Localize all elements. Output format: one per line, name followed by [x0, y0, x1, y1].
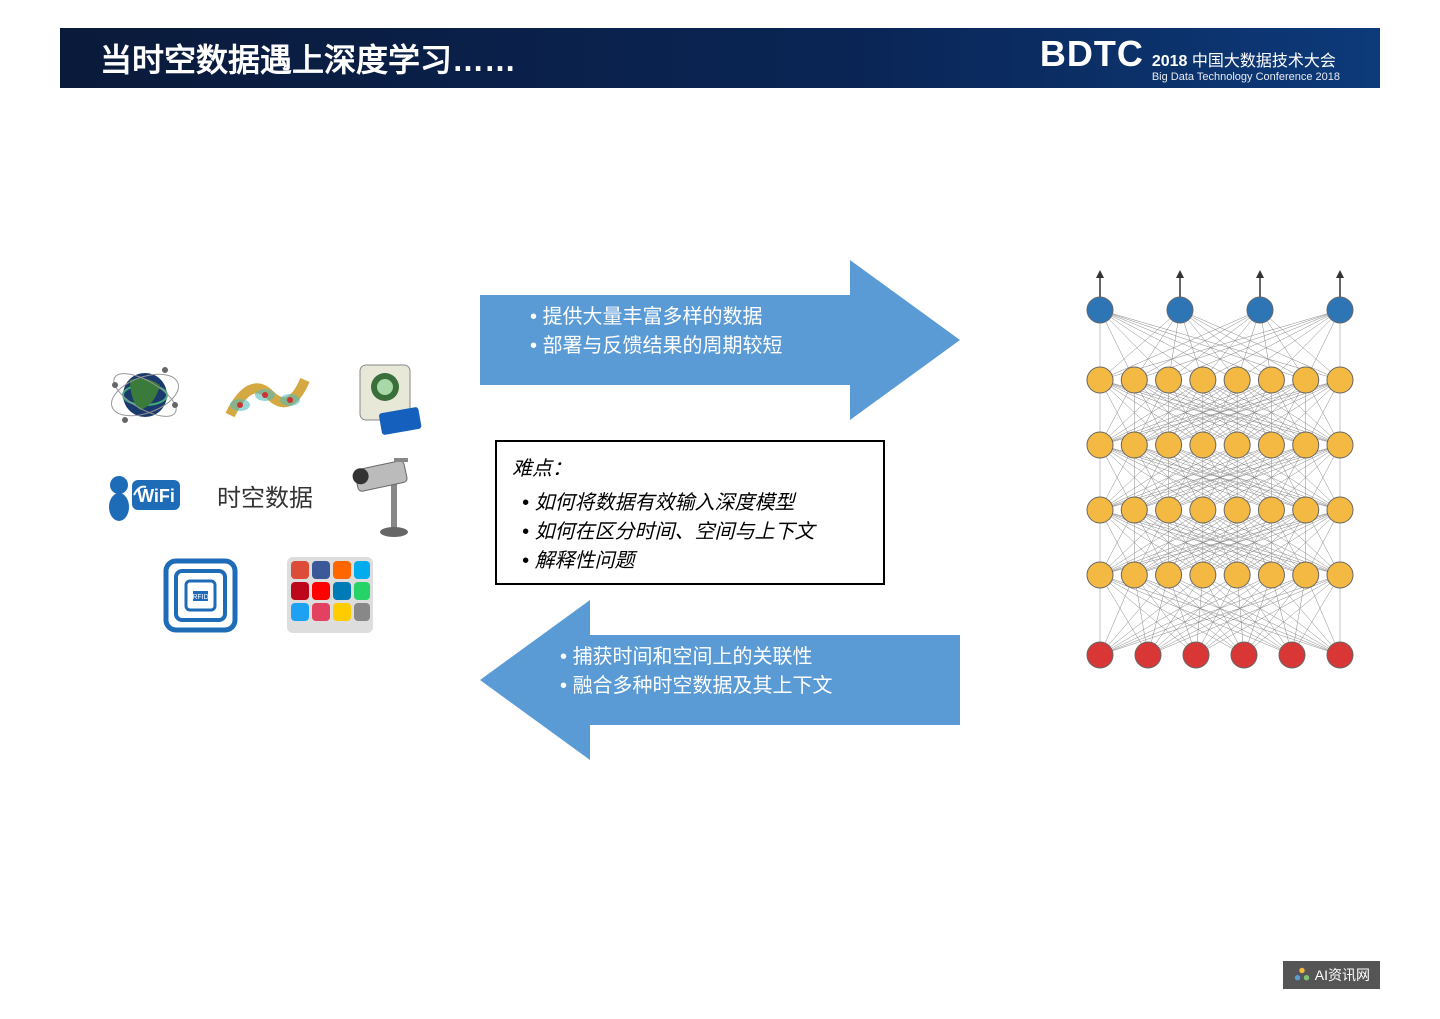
data-sources-grid: WiFi 时空数据 RFID	[85, 350, 445, 650]
wifi-person-icon: WiFi	[99, 450, 189, 540]
bullet: 融合多种时空数据及其上下文	[560, 669, 833, 698]
bullet: 提供大量丰富多样的数据	[530, 300, 783, 329]
center-label: 时空数据	[217, 478, 313, 513]
svg-text:RFID: RFID	[192, 594, 208, 601]
bullet: 捕获时间和空间上的关联性	[560, 640, 833, 669]
card-reader-icon	[340, 350, 430, 440]
slide-title: 当时空数据遇上深度学习……	[100, 35, 1040, 81]
network-nodes-icon	[220, 350, 310, 440]
arrow-left-text: 捕获时间和空间上的关联性 融合多种时空数据及其上下文	[560, 640, 833, 698]
challenge-item: 如何将数据有效输入深度模型	[522, 486, 868, 515]
challenge-item: 如何在区分时间、空间与上下文	[522, 515, 868, 544]
logo-year: 2018	[1152, 53, 1188, 70]
social-apps-icon	[285, 550, 375, 640]
arrow-right-text: 提供大量丰富多样的数据 部署与反馈结果的周期较短	[530, 300, 783, 358]
arrow-left: 捕获时间和空间上的关联性 融合多种时空数据及其上下文	[480, 600, 960, 760]
neural-network-diagram	[1080, 265, 1360, 695]
challenge-title: 难点：	[512, 452, 868, 481]
logo-cn: 中国大数据技术大会	[1192, 53, 1336, 70]
watermark-icon	[1293, 966, 1311, 984]
challenge-item: 解释性问题	[522, 544, 868, 573]
globe-satellite-icon	[100, 350, 190, 440]
logo-text: BDTC	[1040, 33, 1144, 75]
bullet: 部署与反馈结果的周期较短	[530, 329, 783, 358]
watermark-text: AI资讯网	[1315, 965, 1370, 985]
camera-cctv-icon	[341, 450, 431, 540]
svg-text:WiFi: WiFi	[137, 486, 175, 506]
arrow-right: 提供大量丰富多样的数据 部署与反馈结果的周期较短	[480, 260, 960, 420]
challenge-box: 难点： 如何将数据有效输入深度模型 如何在区分时间、空间与上下文 解释性问题	[495, 440, 885, 585]
rfid-chip-icon: RFID	[155, 550, 245, 640]
slide-header: 当时空数据遇上深度学习…… BDTC 2018 中国大数据技术大会 Big Da…	[60, 28, 1380, 88]
watermark: AI资讯网	[1283, 961, 1380, 989]
conference-logo: BDTC 2018 中国大数据技术大会 Big Data Technology …	[1040, 33, 1340, 83]
logo-en: Big Data Technology Conference 2018	[1152, 71, 1340, 83]
